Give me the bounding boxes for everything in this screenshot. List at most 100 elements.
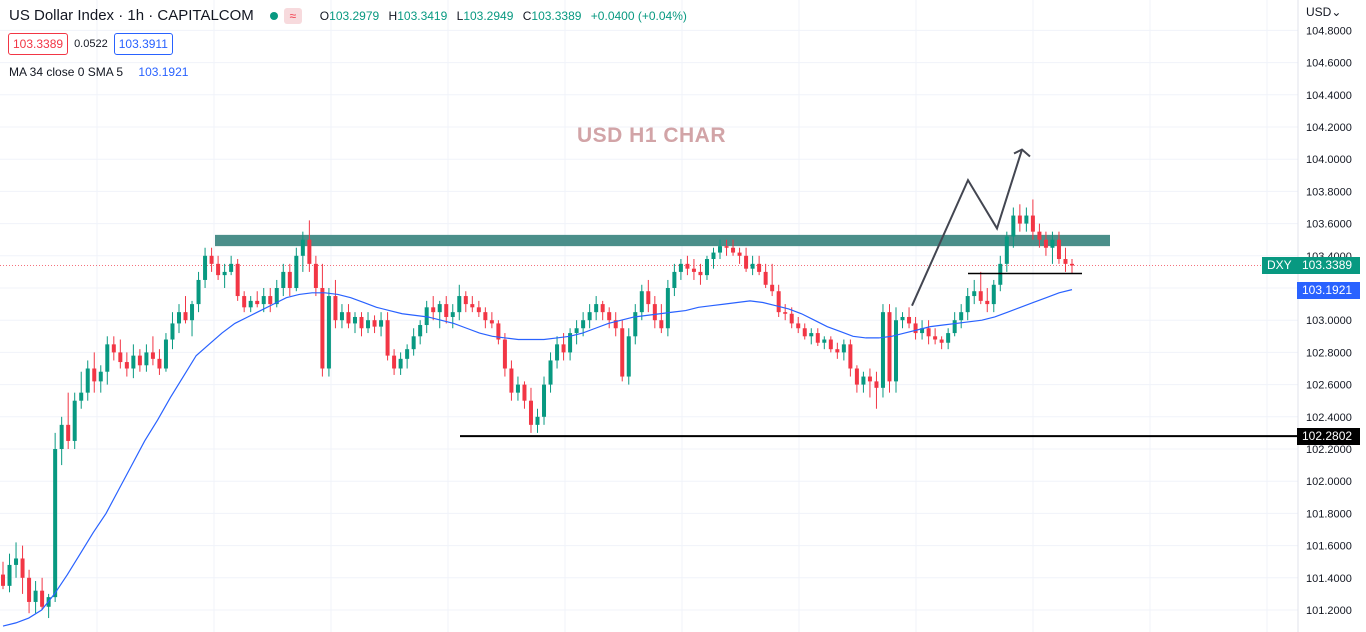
candle-body bbox=[978, 291, 983, 301]
candle-body bbox=[926, 328, 931, 337]
candle-body bbox=[92, 368, 97, 382]
candle-body bbox=[431, 307, 436, 313]
candle-body bbox=[489, 320, 494, 324]
open-value: 103.2979 bbox=[329, 8, 380, 23]
candle-body bbox=[731, 247, 736, 253]
candle-body bbox=[770, 284, 775, 292]
candle-body bbox=[268, 296, 273, 305]
candle-body bbox=[105, 344, 110, 372]
candle-body bbox=[639, 291, 644, 313]
projection-path bbox=[911, 149, 1023, 307]
candle-body bbox=[483, 312, 488, 321]
candle-body bbox=[594, 304, 599, 313]
candle-body bbox=[880, 312, 885, 388]
buy-price-button[interactable]: 103.3911 bbox=[113, 33, 173, 55]
currency-selector[interactable]: USD⌄ bbox=[1306, 5, 1341, 19]
y-tick-label: 104.0000 bbox=[1306, 154, 1352, 166]
currency-label: USD bbox=[1306, 5, 1332, 19]
candle-body bbox=[242, 296, 247, 308]
candle-body bbox=[66, 424, 71, 441]
candle-body bbox=[835, 349, 840, 353]
candle-body bbox=[40, 590, 45, 607]
candle-body bbox=[698, 271, 703, 276]
candle-body bbox=[333, 296, 338, 321]
y-tick-label: 102.6000 bbox=[1306, 380, 1352, 392]
candle-body bbox=[620, 328, 625, 377]
candle-body bbox=[737, 252, 742, 256]
candle-body bbox=[111, 344, 116, 353]
candle-body bbox=[744, 255, 749, 269]
candle-body bbox=[711, 252, 716, 260]
market-status-dot bbox=[269, 11, 278, 20]
wave-icon[interactable]: ≈ bbox=[283, 7, 302, 24]
candle-body bbox=[1017, 215, 1022, 224]
quote-boxes: 103.3389 0.0522 103.3911 bbox=[8, 33, 173, 55]
candle-body bbox=[672, 271, 677, 288]
candle-body bbox=[613, 320, 618, 329]
candle-body bbox=[170, 323, 175, 340]
y-tick-label: 101.4000 bbox=[1306, 573, 1352, 585]
candle-body bbox=[854, 368, 859, 385]
candle-body bbox=[72, 400, 77, 441]
candle-body bbox=[209, 255, 214, 264]
candle-body bbox=[176, 312, 181, 324]
y-tick-label: 102.8000 bbox=[1306, 347, 1352, 359]
y-tick-label: 101.8000 bbox=[1306, 508, 1352, 520]
candle-body bbox=[411, 336, 416, 350]
candle-body bbox=[300, 239, 305, 256]
candle-body bbox=[946, 333, 951, 343]
candle-body bbox=[965, 296, 970, 313]
candle-body bbox=[848, 344, 853, 369]
candle-body bbox=[555, 344, 560, 361]
candle-body bbox=[509, 368, 514, 393]
candle-body bbox=[470, 304, 475, 308]
candle-body bbox=[1050, 239, 1055, 248]
chart-header: US Dollar Index · 1h · CAPITALCOM ≈ O103… bbox=[9, 7, 693, 24]
candle-body bbox=[998, 263, 1003, 285]
candle-body bbox=[1030, 215, 1035, 232]
candle-body bbox=[157, 358, 162, 369]
chevron-down-icon: ⌄ bbox=[1331, 5, 1342, 19]
candle-body bbox=[313, 263, 318, 288]
candle-body bbox=[326, 296, 331, 369]
candle-body bbox=[972, 291, 977, 297]
y-tick-label: 102.0000 bbox=[1306, 476, 1352, 488]
y-tick-label: 104.8000 bbox=[1306, 25, 1352, 37]
candle-body bbox=[652, 304, 657, 321]
candle-body bbox=[581, 320, 586, 329]
candle-body bbox=[1004, 236, 1009, 264]
candle-body bbox=[307, 239, 312, 264]
candle-body bbox=[659, 320, 664, 329]
candle-body bbox=[392, 355, 397, 369]
candle-body bbox=[320, 288, 325, 369]
candle-body bbox=[600, 304, 605, 313]
candle-body bbox=[665, 288, 670, 329]
candle-body bbox=[789, 313, 794, 324]
symbol-price-tag: DXY bbox=[1262, 257, 1297, 275]
candle-body bbox=[561, 344, 566, 353]
candle-body bbox=[418, 325, 423, 337]
candle-body bbox=[828, 339, 833, 350]
candle-body bbox=[724, 246, 729, 248]
y-tick-label: 102.2000 bbox=[1306, 444, 1352, 456]
candle-body bbox=[528, 400, 533, 425]
candle-body bbox=[255, 300, 260, 305]
candle-body bbox=[14, 558, 19, 565]
symbol-title[interactable]: US Dollar Index · 1h · CAPITALCOM bbox=[9, 7, 254, 24]
y-tick-label: 104.4000 bbox=[1306, 90, 1352, 102]
candle-body bbox=[587, 312, 592, 321]
indicator-legend[interactable]: MA 34 close 0 SMA 5 103.1921 bbox=[9, 65, 188, 79]
candle-body bbox=[607, 312, 612, 321]
candle-body bbox=[366, 320, 371, 329]
candle-body bbox=[457, 296, 462, 313]
sell-price-button[interactable]: 103.3389 bbox=[8, 33, 69, 55]
candle-body bbox=[874, 381, 879, 388]
low-value: 103.2949 bbox=[463, 8, 514, 23]
candle-body bbox=[463, 296, 468, 305]
candle-body bbox=[346, 312, 351, 324]
y-tick-label: 103.6000 bbox=[1306, 219, 1352, 231]
candle-body bbox=[248, 300, 253, 308]
candle-body bbox=[894, 320, 899, 382]
candle-body bbox=[183, 312, 188, 321]
